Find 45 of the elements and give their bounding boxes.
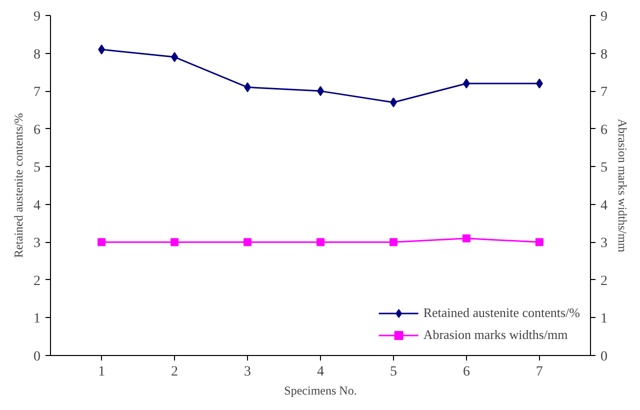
y-tick-label: 3	[34, 236, 40, 252]
y2-tick-label: 5	[600, 160, 608, 176]
x-tick-label: 6	[462, 364, 470, 380]
point	[462, 78, 470, 88]
y-tick-label: 9	[34, 10, 40, 24]
y2-tick-label: 6	[600, 122, 608, 138]
point	[390, 97, 397, 108]
point	[244, 238, 252, 246]
point	[535, 238, 544, 246]
y2-tick-label: 1	[600, 312, 608, 327]
x-axis-title: Specimens No.	[284, 384, 357, 398]
y2-tick-label: 0	[600, 350, 608, 364]
y2-tick-label: 8	[600, 47, 608, 62]
legend-label: Retained austenite contents/%	[423, 305, 580, 321]
x-tick-label: 2	[171, 364, 178, 380]
y-tick-label: 8	[34, 47, 40, 62]
y2-tick-label: 4	[600, 198, 608, 214]
point	[98, 44, 106, 54]
point	[462, 234, 470, 242]
y2-tick-label: 9	[600, 10, 608, 24]
legend-label: Abrasion marks widths/mm	[423, 327, 568, 343]
y2-tick-label: 2	[600, 274, 608, 289]
x-tick-label: 5	[390, 364, 397, 380]
x-tick-label: 1	[98, 364, 106, 380]
point	[171, 52, 178, 62]
x-tick-label: 3	[244, 364, 252, 380]
y-axis-title: Retained austenite contents/%	[12, 113, 26, 258]
y-tick-label: 4	[34, 198, 40, 214]
y2-tick-label: 3	[600, 236, 608, 252]
y-tick-label: 2	[34, 274, 40, 289]
x-tick-label: 7	[536, 364, 543, 380]
point	[244, 82, 252, 92]
y-tick-label: 1	[34, 312, 40, 327]
point	[316, 238, 324, 246]
y2-tick-label: 7	[600, 85, 608, 100]
y-tick-label: 5	[34, 160, 40, 176]
y-tick-label: 7	[34, 85, 40, 100]
point	[98, 238, 106, 246]
y-tick-label: 0	[34, 350, 40, 364]
y2-axis-title: Abrasion marks widths/mm	[616, 118, 630, 253]
y-tick-label: 6	[34, 122, 40, 138]
x-tick-label: 4	[317, 364, 324, 380]
point	[536, 78, 543, 88]
point	[170, 238, 179, 246]
point	[389, 238, 398, 246]
